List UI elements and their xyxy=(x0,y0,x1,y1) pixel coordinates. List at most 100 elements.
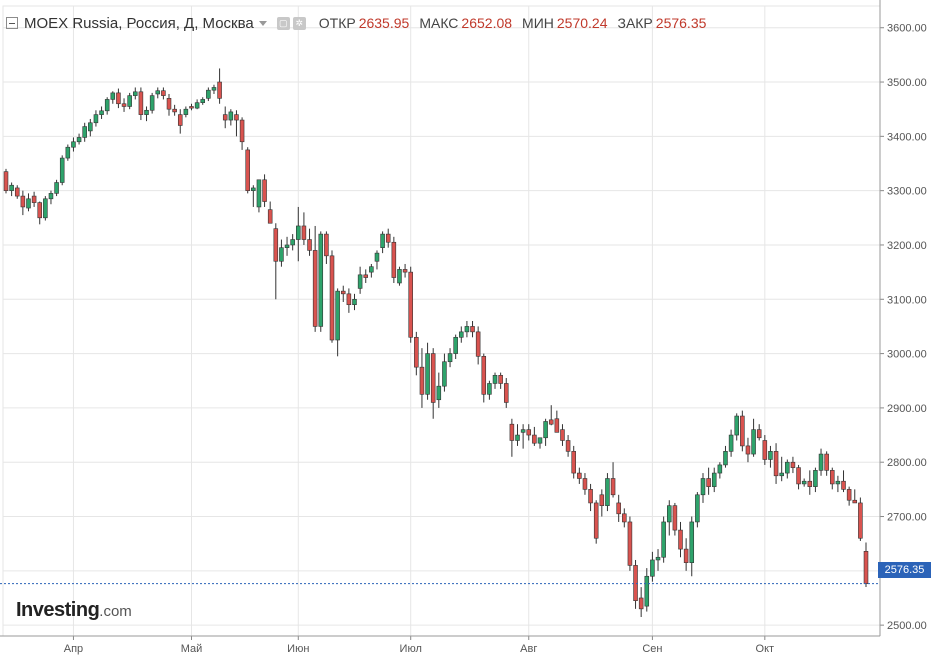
candle-body xyxy=(841,480,846,490)
candle-body xyxy=(82,126,87,138)
candle-body xyxy=(509,423,515,441)
candle-body xyxy=(340,290,346,295)
candle-body xyxy=(206,89,211,99)
candle-body xyxy=(26,198,31,209)
candle-body xyxy=(138,91,144,115)
y-tick-label: 3000.00 xyxy=(887,349,927,361)
candle-body xyxy=(633,565,638,601)
candle-body xyxy=(442,361,447,387)
candle-body xyxy=(59,157,65,183)
candle-body xyxy=(93,114,99,124)
candle-body xyxy=(728,434,734,452)
candle-body xyxy=(723,451,728,466)
candle-body xyxy=(852,499,858,504)
open-label: ОТКР xyxy=(318,15,356,31)
candle-body xyxy=(183,108,189,115)
candle-body xyxy=(689,521,695,563)
candle-body xyxy=(14,187,20,197)
candle-body xyxy=(189,106,194,109)
candle-body xyxy=(301,225,307,240)
collapse-icon[interactable] xyxy=(6,17,18,29)
candle-body xyxy=(503,383,509,403)
candle-body xyxy=(858,502,863,539)
candle-body xyxy=(773,451,779,477)
candle-body xyxy=(537,437,543,444)
candle-body xyxy=(526,429,532,436)
candle-body xyxy=(560,429,565,441)
candle-body xyxy=(577,472,582,479)
candle-body xyxy=(318,233,324,327)
candle-body xyxy=(296,225,301,240)
candle-body xyxy=(520,429,526,433)
candle-body xyxy=(830,470,835,485)
candle-body xyxy=(695,494,700,523)
candle-body xyxy=(571,451,576,474)
y-tick-label: 2900.00 xyxy=(887,403,927,415)
x-tick-label: Май xyxy=(181,643,203,655)
candle-body xyxy=(166,98,172,110)
candle-body xyxy=(211,87,217,91)
candle-body xyxy=(734,415,739,436)
candle-body xyxy=(228,111,234,121)
candle-body xyxy=(172,108,177,113)
low-label: МИН xyxy=(522,15,554,31)
candle-body xyxy=(31,195,37,203)
y-tick-label: 3300.00 xyxy=(887,186,927,198)
candle-body xyxy=(599,494,605,506)
y-tick-label: 2700.00 xyxy=(887,512,927,524)
candle-body xyxy=(144,109,149,115)
candles-layer xyxy=(3,68,869,617)
candle-body xyxy=(756,429,762,439)
candle-body xyxy=(234,114,239,121)
candle-body xyxy=(324,233,329,257)
candle-body xyxy=(374,252,380,262)
candle-body xyxy=(661,521,666,558)
candle-body xyxy=(683,548,689,563)
candle-body xyxy=(99,110,104,115)
settings-icon[interactable]: ▢ xyxy=(276,16,290,30)
candle-body xyxy=(127,95,132,107)
candle-body xyxy=(414,336,419,368)
candle-body xyxy=(419,366,425,395)
candle-body xyxy=(779,472,784,477)
candle-body xyxy=(610,478,616,496)
candle-body xyxy=(239,119,245,143)
candle-body xyxy=(846,489,852,501)
candle-body xyxy=(481,356,487,395)
candle-body xyxy=(785,461,790,474)
candle-body xyxy=(273,228,279,262)
dropdown-caret-icon[interactable] xyxy=(258,20,267,26)
candle-body xyxy=(622,513,627,523)
candle-body xyxy=(470,326,475,333)
candle-body xyxy=(110,92,116,100)
candle-body xyxy=(161,90,166,96)
candle-body xyxy=(807,480,813,487)
candle-body xyxy=(357,274,363,289)
candle-body xyxy=(700,478,706,496)
high-value: 2652.08 xyxy=(461,15,513,31)
gear-icon[interactable]: ✲ xyxy=(292,16,306,30)
candle-body xyxy=(397,269,402,284)
candle-body xyxy=(548,419,554,425)
plot-border xyxy=(2,5,881,637)
close-label: ЗАКР xyxy=(617,15,653,31)
candle-body xyxy=(380,233,385,248)
candle-body xyxy=(279,247,284,262)
x-tick-label: Июл xyxy=(400,643,422,655)
candle-body xyxy=(667,505,672,523)
candle-body xyxy=(464,326,470,333)
candle-body xyxy=(3,171,9,191)
candle-body xyxy=(65,146,71,159)
candle-body xyxy=(346,293,352,306)
candle-body xyxy=(711,472,717,487)
candle-body xyxy=(149,95,155,111)
candle-body xyxy=(391,241,397,278)
y-tick-label: 3500.00 xyxy=(887,77,927,89)
candle-body xyxy=(706,478,711,487)
candle-body xyxy=(655,556,661,561)
candle-body xyxy=(43,198,48,219)
candle-body xyxy=(790,461,796,468)
candle-body xyxy=(20,195,26,208)
instrument-title[interactable]: MOEX Russia, Россия, Д, Москва xyxy=(24,14,254,32)
